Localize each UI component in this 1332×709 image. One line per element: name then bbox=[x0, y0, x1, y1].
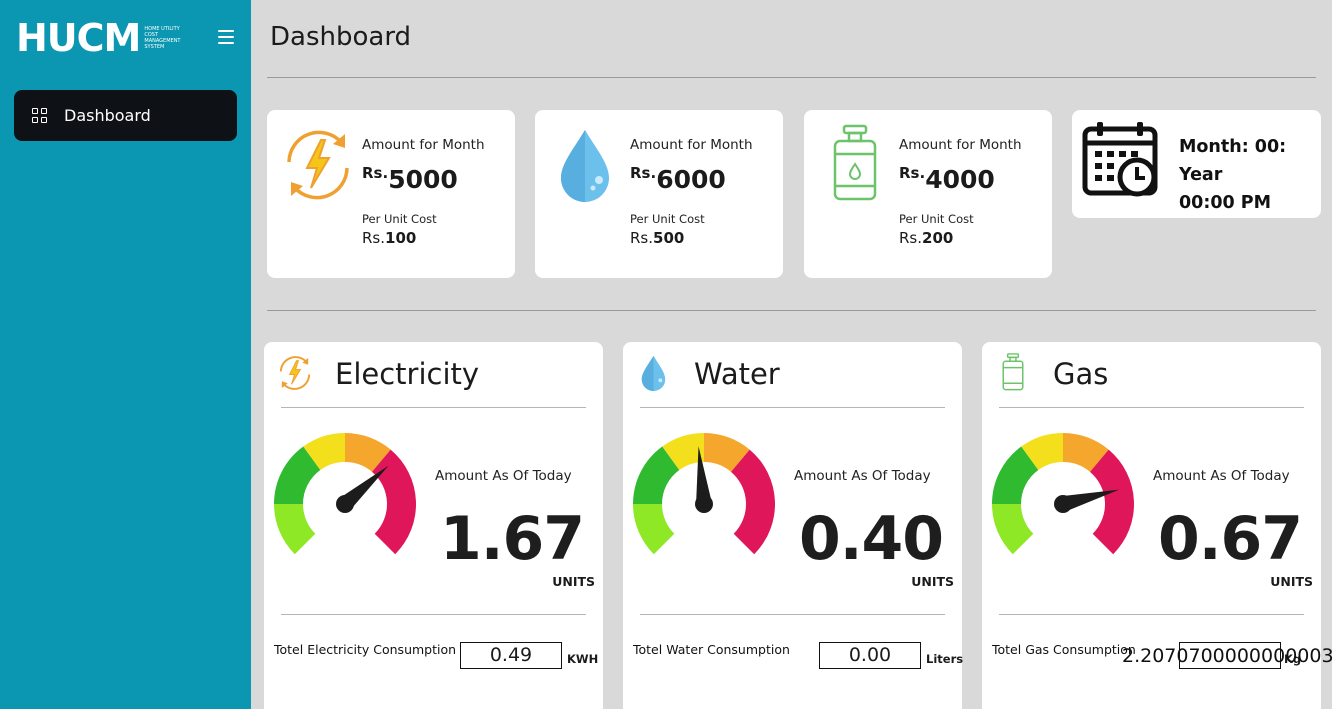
amount-label: Amount for Month bbox=[899, 137, 1022, 153]
unit-cost: Rs.500 bbox=[630, 229, 685, 247]
footer-divider bbox=[999, 614, 1304, 615]
gauge-segment bbox=[303, 433, 345, 471]
consumption-unit: Kg bbox=[1284, 652, 1302, 666]
gauge-needle bbox=[696, 446, 712, 507]
water-drop-icon bbox=[641, 355, 666, 392]
gauge-segment bbox=[1089, 449, 1134, 555]
month-amount: Rs.5000 bbox=[362, 164, 458, 194]
units-label: UNITS bbox=[911, 574, 954, 589]
gauge-segment bbox=[345, 433, 391, 472]
today-label: Amount As Of Today bbox=[794, 468, 931, 484]
consumption-field[interactable] bbox=[1179, 642, 1281, 669]
meter-reading: 0.67 bbox=[1158, 504, 1303, 574]
gauge-segment bbox=[1021, 433, 1063, 471]
gauge-segment bbox=[730, 449, 775, 555]
unit-cost-label: Per Unit Cost bbox=[630, 212, 705, 226]
gauge-segment bbox=[371, 449, 416, 555]
gauge-meter bbox=[633, 433, 775, 555]
consumption-label: Totel Electricity Consumption bbox=[274, 642, 457, 657]
summary-card-electricity: Amount for Month Rs.5000 Per Unit Cost R… bbox=[267, 110, 515, 278]
consumption-label: Totel Water Consumption bbox=[633, 642, 790, 657]
gauge-meter bbox=[274, 433, 416, 555]
header-divider bbox=[267, 77, 1316, 78]
gauge-segment bbox=[704, 433, 750, 472]
section-divider bbox=[267, 310, 1316, 311]
page-title: Dashboard bbox=[270, 22, 412, 52]
gauge-segment bbox=[633, 504, 675, 555]
sidebar-item-label: Dashboard bbox=[64, 106, 151, 125]
consumption-label: Totel Gas Consumption bbox=[992, 642, 1136, 657]
meter-title: Gas bbox=[1053, 357, 1109, 391]
gauge-segment bbox=[274, 504, 316, 555]
consumption-unit: KWH bbox=[567, 652, 599, 666]
electricity-icon bbox=[279, 356, 311, 390]
gas-cylinder-icon bbox=[833, 124, 877, 201]
meter-reading: 1.67 bbox=[440, 504, 585, 574]
today-label: Amount As Of Today bbox=[1153, 468, 1290, 484]
unit-cost: Rs.100 bbox=[362, 229, 417, 247]
grid-icon bbox=[32, 108, 47, 123]
unit-cost-label: Per Unit Cost bbox=[899, 212, 974, 226]
title-divider bbox=[999, 407, 1304, 408]
gauge-hub bbox=[1054, 495, 1072, 513]
gauge-segment bbox=[992, 504, 1034, 555]
gauge-needle bbox=[1060, 489, 1120, 512]
title-divider bbox=[281, 407, 586, 408]
water-drop-icon bbox=[561, 130, 609, 202]
gas-consumption-value: 2.2070700000000003 bbox=[1122, 645, 1332, 667]
month-text: Month: 00: bbox=[1179, 137, 1287, 157]
year-text: Year bbox=[1179, 165, 1223, 185]
unit-cost-label: Per Unit Cost bbox=[362, 212, 437, 226]
hamburger-menu-icon[interactable] bbox=[218, 30, 234, 44]
sidebar: HUCM HOME UTILITY COST MANAGEMENT SYSTEM… bbox=[0, 0, 251, 709]
brand[interactable]: HUCM HOME UTILITY COST MANAGEMENT SYSTEM bbox=[16, 18, 190, 58]
gauge-hub bbox=[695, 495, 713, 513]
month-amount: Rs.6000 bbox=[630, 164, 726, 194]
brand-logo: HUCM bbox=[16, 16, 141, 60]
gauge-segment bbox=[1063, 433, 1109, 472]
consumption-unit: Liters bbox=[926, 652, 964, 666]
unit-cost: Rs.200 bbox=[899, 229, 954, 247]
meter-card-water: Water Amount As Of Today 0.40 UNITS Tote… bbox=[623, 342, 964, 709]
gas-cylinder-icon bbox=[1002, 353, 1024, 391]
gauge-segment bbox=[992, 446, 1039, 504]
sidebar-item-dashboard[interactable]: Dashboard bbox=[14, 90, 237, 141]
electricity-icon bbox=[287, 130, 349, 200]
meter-title: Water bbox=[694, 357, 780, 391]
footer-divider bbox=[281, 614, 586, 615]
gauge-segment bbox=[274, 446, 321, 504]
title-divider bbox=[640, 407, 945, 408]
datetime-card: Month: 00: Year 00:00 PM bbox=[1072, 110, 1321, 218]
units-label: UNITS bbox=[1270, 574, 1313, 589]
meter-title: Electricity bbox=[335, 357, 480, 391]
summary-card-water: Amount for Month Rs.6000 Per Unit Cost R… bbox=[535, 110, 783, 278]
gauge-hub bbox=[336, 495, 354, 513]
consumption-field[interactable]: 0.49 bbox=[460, 642, 562, 669]
footer-divider bbox=[640, 614, 945, 615]
brand-tagline: HOME UTILITY COST MANAGEMENT SYSTEM bbox=[144, 26, 181, 50]
amount-label: Amount for Month bbox=[362, 137, 485, 153]
today-label: Amount As Of Today bbox=[435, 468, 572, 484]
gauge-meter bbox=[992, 433, 1134, 555]
month-amount: Rs.4000 bbox=[899, 164, 995, 194]
consumption-field[interactable]: 0.00 bbox=[819, 642, 921, 669]
summary-card-gas: Amount for Month Rs.4000 Per Unit Cost R… bbox=[804, 110, 1052, 278]
amount-label: Amount for Month bbox=[630, 137, 753, 153]
meter-reading: 0.40 bbox=[799, 504, 944, 574]
calendar-clock-icon bbox=[1082, 122, 1158, 197]
time-text: 00:00 PM bbox=[1179, 193, 1272, 213]
gauge-segment bbox=[662, 433, 704, 471]
units-label: UNITS bbox=[552, 574, 595, 589]
gauge-segment bbox=[633, 446, 680, 504]
meter-card-electricity: Electricity Amount As Of Today 1.67 UNIT… bbox=[264, 342, 603, 709]
meter-card-gas: Gas Amount As Of Today 0.67 UNITS Totel … bbox=[982, 342, 1321, 709]
